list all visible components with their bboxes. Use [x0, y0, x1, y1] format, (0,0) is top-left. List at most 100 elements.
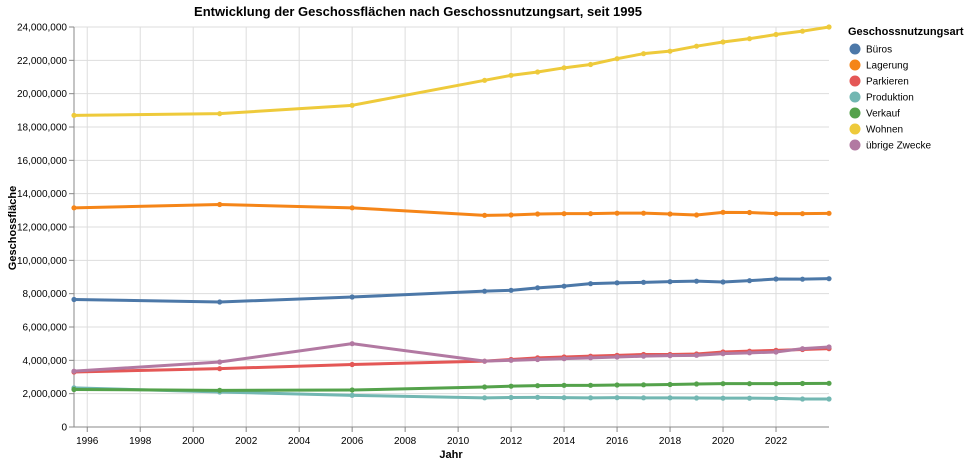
data-point	[773, 395, 779, 401]
data-point	[720, 351, 726, 357]
legend-swatch	[849, 75, 861, 87]
legend-label: Produktion	[866, 93, 914, 104]
data-point	[614, 280, 620, 286]
x-tick-label: 2002	[235, 436, 258, 447]
legend-item: Produktion	[849, 91, 914, 104]
x-tick-label: 2008	[394, 436, 417, 447]
data-point	[349, 387, 355, 393]
data-point	[799, 276, 806, 282]
data-point	[826, 380, 832, 386]
x-tick-label: 2016	[606, 436, 629, 447]
data-point	[508, 383, 514, 389]
data-point	[534, 285, 541, 291]
legend-label: Parkieren	[866, 77, 909, 88]
data-point	[799, 396, 806, 402]
data-point	[561, 382, 567, 388]
y-tick-label: 20,000,000	[17, 89, 67, 100]
axes: 0 2,000,000 4,000,000 6,000,000 8,000,000 10,…	[17, 23, 829, 447]
data-point	[826, 24, 832, 30]
data-point	[482, 395, 488, 401]
data-point	[693, 278, 700, 284]
data-point	[587, 355, 594, 361]
data-point	[349, 102, 355, 108]
data-point	[826, 210, 832, 216]
data-point	[799, 346, 806, 352]
data-point	[667, 48, 673, 54]
data-point	[482, 358, 488, 364]
y-tick-label: 6,000,000	[23, 323, 68, 334]
legend-item: übrige Zwecke	[849, 139, 931, 152]
data-point	[746, 350, 753, 356]
data-point	[482, 77, 488, 83]
series-line	[72, 342, 831, 373]
data-point	[693, 352, 700, 358]
series-übrige-zwecke	[71, 341, 832, 374]
data-point	[561, 283, 567, 289]
data-point	[614, 382, 620, 388]
data-point	[667, 381, 673, 388]
series-line	[72, 203, 831, 217]
data-point	[746, 278, 753, 284]
data-point	[349, 341, 355, 347]
data-point	[614, 395, 620, 401]
legend: Geschossnutzungsart Büros Lagerung Parkier…	[848, 26, 964, 152]
x-tick-label: 1998	[129, 436, 152, 447]
y-tick-label: 22,000,000	[17, 56, 67, 67]
data-point	[534, 211, 541, 217]
data-point	[349, 392, 355, 398]
data-point	[773, 276, 779, 282]
data-point	[720, 381, 726, 387]
data-point	[773, 381, 779, 387]
legend-label: Büros	[866, 45, 892, 56]
data-point	[773, 31, 779, 38]
data-point	[508, 72, 514, 78]
data-point	[217, 387, 223, 393]
x-tick-label: 2020	[712, 436, 735, 447]
x-tick-label: 1996	[76, 436, 99, 447]
legend-swatch	[849, 91, 861, 103]
data-point	[720, 395, 726, 401]
data-point	[71, 112, 77, 118]
data-point	[640, 382, 647, 388]
data-point	[826, 276, 832, 282]
data-point	[746, 395, 753, 401]
data-point	[773, 349, 779, 355]
y-tick-label: 18,000,000	[17, 123, 67, 134]
series-line	[72, 381, 831, 392]
data-point	[349, 361, 355, 368]
y-tick-label: 14,000,000	[17, 189, 67, 200]
data-point	[799, 380, 806, 387]
legend-label: übrige Zwecke	[866, 141, 931, 152]
data-point	[534, 383, 541, 389]
data-point	[587, 61, 594, 68]
legend-label: Lagerung	[866, 61, 908, 72]
data-point	[773, 211, 779, 217]
y-tick-label: 8,000,000	[23, 289, 68, 300]
legend-item: Verkauf	[849, 107, 900, 120]
y-tick-label: 16,000,000	[17, 156, 67, 167]
data-point	[482, 384, 488, 390]
data-point	[508, 357, 514, 363]
data-point	[71, 205, 77, 211]
x-tick-label: 2006	[341, 436, 364, 447]
data-point	[799, 28, 806, 34]
data-point	[640, 51, 647, 57]
data-point	[667, 395, 673, 401]
data-point	[482, 288, 488, 294]
y-axis-title: Geschossfläche	[7, 186, 19, 270]
data-point	[71, 368, 77, 374]
data-point	[217, 366, 223, 372]
data-point	[561, 395, 567, 401]
data-point	[640, 353, 647, 359]
data-point	[826, 344, 832, 350]
legend-label: Wohnen	[866, 125, 903, 136]
data-point	[720, 209, 726, 215]
data-point	[71, 386, 77, 393]
legend-item: Parkieren	[849, 75, 909, 88]
data-point	[217, 359, 223, 365]
data-point	[799, 211, 806, 217]
series-büros	[71, 276, 832, 305]
legend-swatch	[849, 123, 861, 135]
series-verkauf	[71, 380, 832, 393]
